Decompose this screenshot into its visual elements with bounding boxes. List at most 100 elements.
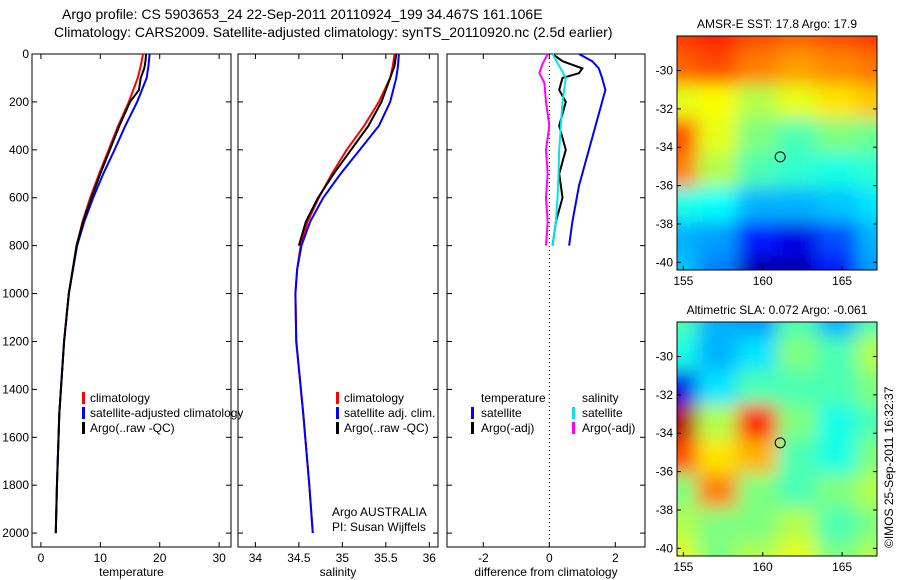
x-tick-label: 0 [546,551,553,565]
legend-item: Argo(-adj) [481,421,534,435]
series-line [551,53,567,246]
map-cell [697,50,738,86]
y-tick-label: -40 [656,255,674,269]
map-cell [737,36,778,52]
difference-profile [446,53,646,548]
map-cell [817,507,858,543]
map-cell [677,541,698,556]
map-cell [857,473,877,509]
x-tick-label: 160 [753,274,773,288]
map-cell [677,84,698,120]
map-cell [857,187,877,223]
map-frame [676,35,878,271]
map-cell [677,439,698,475]
y-tick-label: -40 [656,541,674,555]
map-cell [677,473,698,509]
map-cell [737,473,778,509]
map-cell [677,50,698,86]
x-tick-label: 10 [94,551,108,565]
legend-item: satellite [481,406,522,420]
x-tick-label: 155 [673,560,693,574]
x-tick-label: -2 [478,551,489,565]
legend-item: satellite [582,406,623,420]
x-tick-label: 165 [832,274,852,288]
map-cell [677,370,698,406]
annotation-line-1: Argo AUSTRALIA [332,505,427,519]
map-cell [677,507,698,543]
plot-frame [237,53,439,548]
map-cell [857,118,877,154]
legend-item: satellite-adjusted climatology [90,406,243,420]
y-tick-label: -32 [656,388,674,402]
y-tick-label: 200 [9,95,29,109]
map-cell [737,370,778,406]
map-cell [777,50,818,86]
map-cell [677,36,698,52]
argo-location-marker [774,151,786,163]
legend-swatch [336,407,339,419]
map-title: AMSR-E SST: 17.8 Argo: 17.9 [697,17,857,31]
y-tick-label: 1000 [2,287,29,301]
map-cell [777,507,818,543]
map-cell [777,404,818,440]
y-tick-label: -30 [656,64,674,78]
legend-swatch [82,392,85,404]
y-tick-label: 0 [22,47,29,61]
map-cell [857,541,877,556]
map-cell [677,187,698,223]
x-tick-label: 155 [673,274,693,288]
map-cell [857,322,877,338]
map-title: Altimetric SLA: 0.072 Argo: -0.061 [687,303,868,317]
legend-title: salinity [582,391,619,405]
y-tick-label: -30 [656,350,674,364]
map-cell [737,541,778,556]
map-cell [857,404,877,440]
map-cell [857,507,877,543]
map-cell [817,36,858,52]
map-cell [857,50,877,86]
map-cell [817,473,858,509]
map-cell [817,255,858,270]
x-tick-label: 160 [753,560,773,574]
map-cell [857,370,877,406]
x-tick-label: 30 [212,551,226,565]
legend-item: Argo(-adj) [582,421,635,435]
legend-swatch [336,392,339,404]
map-cell [737,187,778,223]
map-cell [817,118,858,154]
x-tick-label: 0 [38,551,45,565]
x-tick-label: 35.5 [374,551,398,565]
map-cell [677,336,698,372]
x-tick-label: 34 [249,551,263,565]
map-cell [737,221,778,257]
x-tick-label: 34.5 [287,551,311,565]
map-cell [697,118,738,154]
map-cell [697,36,738,52]
salinity-profile [237,53,439,548]
map-cell [817,187,858,223]
credit-text: ©IMOS 25-Sep-2011 16:32:37 [882,386,896,548]
x-tick-label: 2 [612,551,619,565]
map-cell [777,255,818,270]
plot-frame [31,53,232,548]
map-cell [817,336,858,372]
y-tick-label: 1600 [2,430,29,444]
legend-item: satellite adj. clim. [344,406,435,420]
legend-swatch [471,422,474,434]
y-tick-label: 800 [9,239,29,253]
title-line-1: Argo profile: CS 5903653_24 22-Sep-2011 … [62,6,543,22]
map-cell [737,255,778,270]
map-cell [777,36,818,52]
map-cell [817,370,858,406]
map-cell [857,84,877,120]
x-tick-label: 36 [423,551,437,565]
y-tick-label: 600 [9,191,29,205]
map-cell [817,322,858,338]
y-tick-label: -34 [656,140,674,154]
map-cell [777,336,818,372]
map-cell [817,50,858,86]
x-axis-label: difference from climatology [474,565,617,579]
map-cell [697,439,738,475]
map-cell [777,118,818,154]
